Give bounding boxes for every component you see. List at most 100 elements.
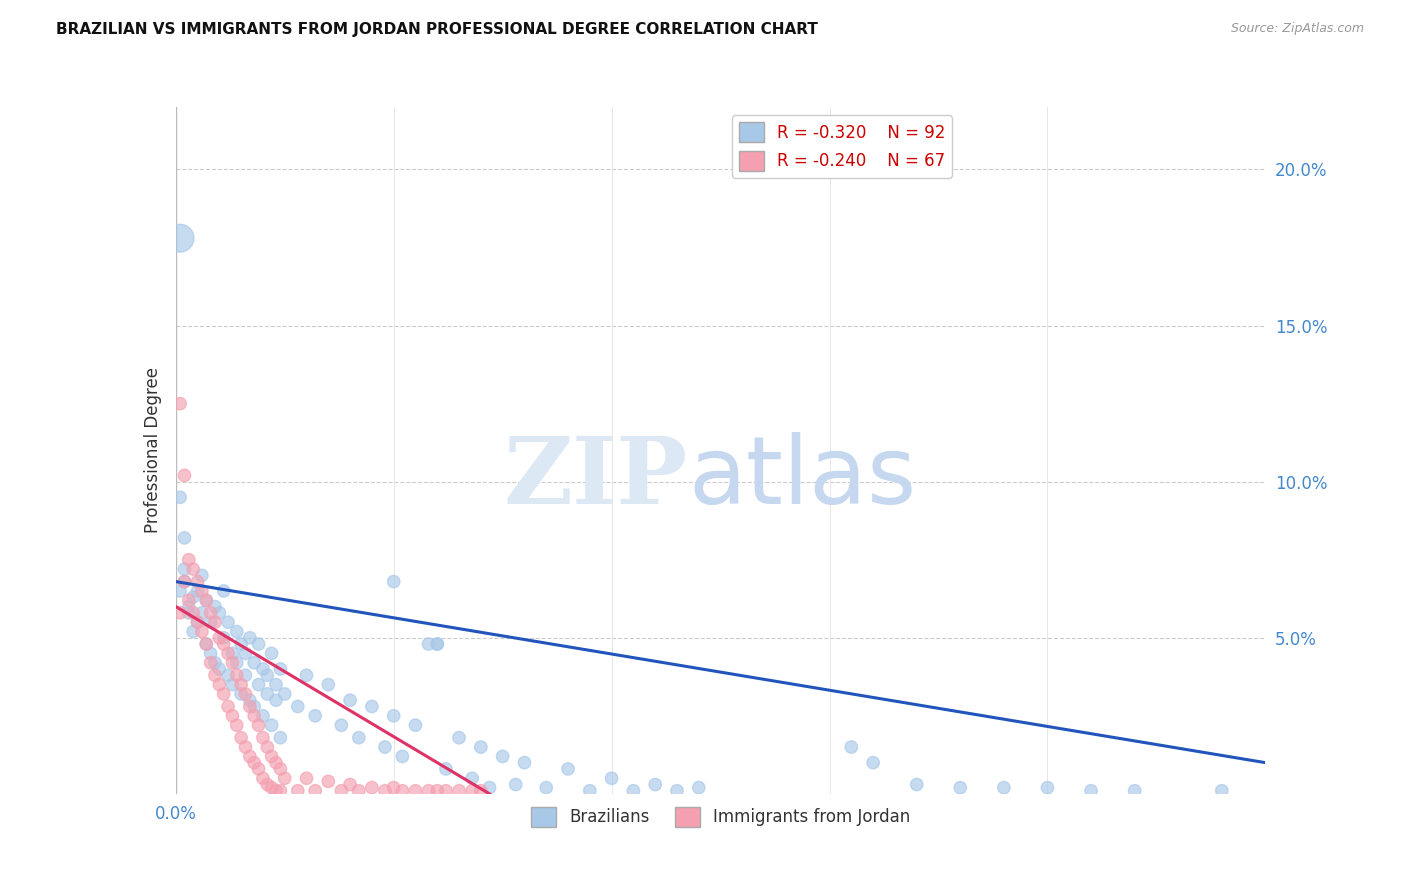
Point (256, 740, 278, 755)
Point (177, 593, 200, 607)
Point (600, 771, 623, 786)
Point (862, 756, 884, 770)
Point (318, 678, 340, 692)
Point (318, 774, 340, 789)
Point (208, 662, 231, 676)
Point (173, 468, 195, 483)
Point (231, 687, 253, 701)
Point (221, 656, 243, 670)
Point (993, 780, 1015, 795)
Point (304, 708, 326, 723)
Point (208, 631, 231, 645)
Point (252, 771, 274, 786)
Point (181, 562, 204, 576)
Point (191, 583, 214, 598)
Point (688, 780, 710, 795)
Point (644, 778, 666, 792)
Point (200, 656, 222, 670)
Point (247, 762, 270, 776)
Point (666, 784, 689, 798)
Point (256, 687, 278, 701)
Point (252, 731, 274, 745)
Point (231, 731, 253, 745)
Point (269, 731, 291, 745)
Point (247, 678, 270, 692)
Point (186, 574, 209, 589)
Point (173, 574, 195, 589)
Point (235, 740, 257, 755)
Point (256, 778, 278, 792)
Point (391, 784, 413, 798)
Point (447, 731, 470, 745)
Point (243, 756, 266, 770)
Text: ZIP: ZIP (503, 433, 688, 523)
Point (426, 637, 449, 651)
Point (391, 749, 413, 764)
Y-axis label: Professional Degree: Professional Degree (143, 368, 162, 533)
Point (195, 637, 218, 651)
Point (212, 583, 235, 598)
Point (195, 637, 218, 651)
Point (426, 637, 449, 651)
Point (579, 784, 602, 798)
Text: 0.0%: 0.0% (155, 805, 197, 822)
Point (243, 699, 266, 714)
Point (186, 615, 209, 630)
Point (173, 531, 195, 545)
Point (191, 606, 214, 620)
Point (264, 784, 287, 798)
Point (239, 631, 262, 645)
Point (221, 708, 243, 723)
Point (1211, 784, 1233, 798)
Text: Source: ZipAtlas.com: Source: ZipAtlas.com (1230, 22, 1364, 36)
Point (181, 591, 204, 605)
Point (1036, 780, 1059, 795)
Point (252, 662, 274, 676)
Point (191, 624, 214, 639)
Point (382, 574, 405, 589)
Point (173, 574, 195, 589)
Point (239, 693, 262, 707)
Point (177, 599, 200, 614)
Point (208, 678, 231, 692)
Legend: Brazilians, Immigrants from Jordan: Brazilians, Immigrants from Jordan (524, 800, 917, 834)
Point (330, 784, 353, 798)
Point (204, 656, 226, 670)
Point (239, 699, 262, 714)
Text: atlas: atlas (688, 432, 917, 524)
Point (212, 631, 235, 645)
Point (169, 583, 191, 598)
Point (949, 780, 972, 795)
Point (212, 687, 235, 701)
Point (447, 784, 470, 798)
Point (470, 784, 492, 798)
Point (374, 784, 396, 798)
Point (173, 562, 195, 576)
Point (181, 624, 204, 639)
Point (339, 693, 361, 707)
Point (274, 771, 297, 786)
Point (382, 708, 405, 723)
Point (260, 749, 283, 764)
Point (235, 646, 257, 660)
Point (478, 780, 501, 795)
Point (231, 678, 253, 692)
Point (195, 593, 218, 607)
Point (304, 784, 326, 798)
Point (186, 615, 209, 630)
Point (534, 780, 557, 795)
Point (243, 656, 266, 670)
Point (470, 740, 492, 755)
Point (169, 396, 191, 410)
Point (1123, 784, 1146, 798)
Point (225, 624, 247, 639)
Point (239, 749, 262, 764)
Point (621, 784, 644, 798)
Point (217, 668, 239, 682)
Point (260, 646, 283, 660)
Point (461, 784, 484, 798)
Point (405, 718, 427, 732)
Point (200, 646, 222, 660)
Point (177, 606, 200, 620)
Point (204, 615, 226, 630)
